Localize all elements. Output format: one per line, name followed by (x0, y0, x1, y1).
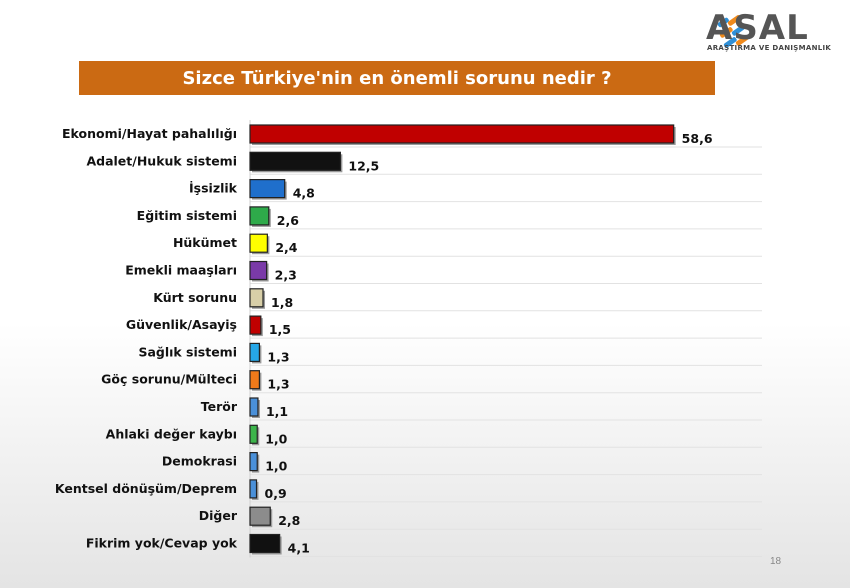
value-label: 12,5 (348, 158, 379, 173)
brand-tagline: ARAŞTIRMA VE DANIŞMANLIK (707, 44, 832, 52)
category-label: Emekli maaşları (125, 263, 237, 278)
value-label: 1,3 (267, 349, 289, 364)
category-label: İşsizlik (189, 181, 238, 196)
category-label: Kürt sorunu (153, 290, 237, 305)
category-label: Sağlık sistemi (138, 344, 237, 359)
bar (249, 233, 268, 253)
bar (249, 397, 259, 417)
page-number: 18 (770, 556, 782, 567)
value-label: 0,9 (265, 486, 287, 501)
value-label: 1,8 (271, 295, 293, 310)
bars (249, 124, 676, 555)
bar (249, 479, 258, 499)
value-label: 1,0 (265, 431, 287, 446)
value-label: 1,3 (267, 377, 289, 392)
bar (249, 288, 264, 308)
gridlines (249, 120, 762, 558)
bar (249, 424, 258, 444)
value-label: 2,8 (278, 513, 300, 528)
asal-logo-icon (717, 15, 749, 48)
category-label: Göç sorunu/Mülteci (101, 372, 237, 387)
value-label: 2,3 (275, 268, 297, 283)
value-label: 2,6 (277, 213, 299, 228)
category-label: Hükümet (173, 235, 237, 250)
brand-name: ASAL (706, 8, 809, 48)
value-label: 4,8 (293, 186, 315, 201)
bar (249, 506, 271, 526)
value-label: 1,0 (265, 459, 287, 474)
bar (249, 124, 675, 144)
bar (249, 179, 286, 199)
category-label: Terör (201, 399, 238, 414)
bar (249, 260, 268, 281)
bar (249, 452, 258, 472)
labels: Ekonomi/Hayat pahalılığı 58,6 Adalet/Hukuk… (55, 126, 713, 556)
bar (249, 533, 281, 554)
value-label: 2,4 (275, 240, 297, 255)
category-label: Ekonomi/Hayat pahalılığı (62, 126, 237, 141)
category-label: Fikrim yok/Cevap yok (86, 536, 238, 551)
bar (249, 342, 260, 362)
value-label: 58,6 (682, 131, 713, 146)
value-label: 4,1 (288, 541, 310, 556)
bar (249, 315, 262, 335)
chart-title: Sizce Türkiye'nin en önemli sorunu nedir… (79, 61, 715, 95)
bar (249, 151, 341, 171)
category-label: Adalet/Hukuk sistemi (86, 153, 237, 168)
category-label: Güvenlik/Asayiş (126, 317, 237, 332)
category-label: Eğitim sistemi (137, 208, 237, 223)
category-label: Demokrasi (162, 454, 237, 469)
bar (249, 206, 270, 226)
value-label: 1,1 (266, 404, 288, 419)
value-label: 1,5 (269, 322, 291, 337)
category-label: Diğer (199, 508, 238, 523)
bar (249, 370, 260, 390)
category-label: Kentsel dönüşüm/Deprem (55, 481, 237, 496)
category-label: Ahlaki değer kaybı (106, 426, 237, 441)
